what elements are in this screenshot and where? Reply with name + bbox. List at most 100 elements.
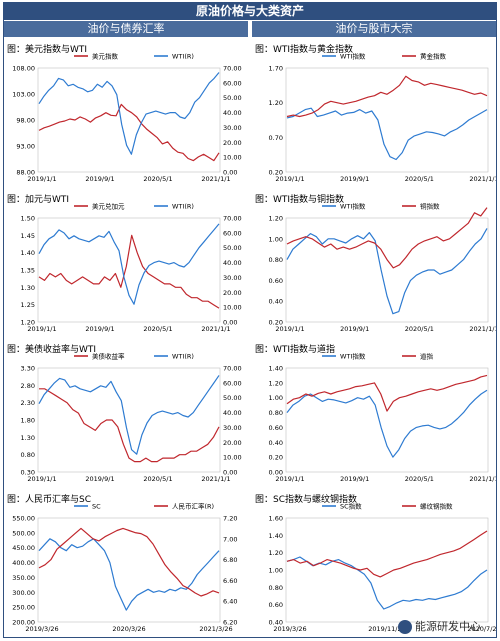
x-tick-label: 2019/9/1 <box>85 475 114 483</box>
y2-tick-label: 50.00 <box>223 94 242 102</box>
y-tick-label: 400.00 <box>12 559 35 567</box>
chart-title: 图：WTI指数与铜指数 <box>255 195 345 205</box>
x-tick-label: 2021/1/1 <box>469 325 496 333</box>
y-tick-label: 0.20 <box>269 454 283 462</box>
x-tick-label: 2021/1/1 <box>201 175 230 183</box>
x-tick-label: 2019/1/1 <box>275 325 304 333</box>
y-tick-label: 0.60 <box>269 424 283 432</box>
chart-svg: 108.00 103.00 98.00 93.00 88.00 70.00 60.00 50.… <box>12 52 242 184</box>
x-tick-label: 2019/1/1 <box>27 175 56 183</box>
y2-tick-label: 6.40 <box>223 598 237 606</box>
x-tick-label: 2021/1/1 <box>469 475 496 483</box>
y-tick-label: 1.40 <box>269 365 283 373</box>
y-tick-label: 1.80 <box>21 417 35 425</box>
y-tick-label: 1.00 <box>269 235 283 243</box>
y-tick-label: 2.30 <box>21 399 35 407</box>
y-tick-label: 0.80 <box>269 584 283 592</box>
legend-label: 道指 <box>420 352 434 361</box>
chart-title: 图：WTI指数与道指 <box>255 345 336 355</box>
y2-tick-label: 30.00 <box>223 424 242 432</box>
chart-svg: 3.30 2.80 2.30 1.80 1.30 0.80 0.30 70.00 60.00 50… <box>21 352 242 484</box>
y-tick-label: 1.20 <box>269 215 283 223</box>
y-tick-label: 0.60 <box>269 601 283 609</box>
y2-tick-label: 20.00 <box>223 289 242 297</box>
y2-tick-label: 7.00 <box>223 535 237 543</box>
x-tick-label: 2019/1/1 <box>27 325 56 333</box>
y-tick-label: 1.50 <box>21 215 35 223</box>
legend-label: WTI指数 <box>340 352 366 361</box>
y-tick-label: 0.20 <box>269 319 283 327</box>
plot-area <box>37 517 221 623</box>
legend-label: WTI(R) <box>172 203 194 211</box>
outer-frame <box>3 2 497 638</box>
legend-label: 铜指数 <box>420 202 440 211</box>
section-title-right: 油价与股市大宗 <box>252 21 496 37</box>
y-tick-label: 1.40 <box>21 249 35 257</box>
y-tick-label: 0.60 <box>269 277 283 285</box>
series-line-0 <box>38 103 220 162</box>
chart-title: 图：加元与WTI <box>7 195 70 205</box>
x-tick-label: 2020/5/1 <box>143 325 172 333</box>
legend-label: SC指数 <box>340 502 362 511</box>
series-line-1 <box>38 527 220 597</box>
chart-title: 图：美元指数与WTI <box>7 45 88 55</box>
chart-title: 图：美债收益率与WTI <box>7 345 97 355</box>
y-tick-label: 1.45 <box>21 232 35 240</box>
y2-tick-label: 60.00 <box>223 79 242 87</box>
chart-svg: 1.40 1.20 1.00 0.80 0.60 0.40 0.20 0.002019/1/1… <box>269 352 496 484</box>
series-line-0 <box>39 388 220 463</box>
y-tick-label: 108.00 <box>12 65 35 73</box>
plot-area <box>37 217 221 323</box>
x-tick-label: 2020/7/26 <box>467 625 496 633</box>
y-tick-label: 200.00 <box>12 619 35 627</box>
x-tick-label: 2019/1/1 <box>275 175 304 183</box>
y-tick-label: 1.00 <box>269 567 283 575</box>
plot-area <box>37 367 221 473</box>
y2-tick-label: 0.00 <box>223 169 237 177</box>
y-tick-label: 0.70 <box>269 134 283 142</box>
y-tick-label: 0.80 <box>269 409 283 417</box>
y-tick-label: 1.60 <box>269 515 283 523</box>
x-tick-label: 2021/1/1 <box>201 475 230 483</box>
series-line-1 <box>286 374 488 412</box>
x-tick-label: 2020/5/1 <box>405 325 434 333</box>
plot-area <box>285 217 489 323</box>
y2-tick-label: 0.00 <box>223 319 237 327</box>
y2-tick-label: 40.00 <box>223 259 242 267</box>
y-tick-label: 2.80 <box>21 382 35 390</box>
y2-tick-label: 60.00 <box>223 379 242 387</box>
y-tick-label: 1.20 <box>21 319 35 327</box>
chart-title: 图：人民币汇率与SC <box>7 495 91 505</box>
x-tick-label: 2019/1/1 <box>27 475 56 483</box>
watermark-text: 能源研发中心 <box>415 620 481 633</box>
series-line-1 <box>286 75 488 118</box>
series-line-1 <box>286 530 488 578</box>
series-line-1 <box>286 207 488 269</box>
x-tick-label: 2019/9/1 <box>340 325 369 333</box>
y-tick-label: 93.00 <box>16 143 35 151</box>
y2-tick-label: 0.00 <box>223 469 237 477</box>
x-tick-label: 2019/9/1 <box>340 475 369 483</box>
y2-tick-label: 60.00 <box>223 229 242 237</box>
series-line-0 <box>286 107 488 161</box>
legend-label: 美元指数 <box>92 52 119 61</box>
legend-label: 黄金指数 <box>420 52 447 61</box>
y2-tick-label: 50.00 <box>223 394 242 402</box>
y-tick-label: 0.20 <box>269 169 283 177</box>
y-tick-label: 1.35 <box>21 267 35 275</box>
section-title-left: 油价与债券汇率 <box>4 21 248 37</box>
x-tick-label: 2020/5/1 <box>143 175 172 183</box>
y-tick-label: 250.00 <box>12 604 35 612</box>
y-tick-label: 1.20 <box>269 99 283 107</box>
x-tick-label: 2019/3/26 <box>25 625 58 633</box>
x-tick-label: 2021/1/1 <box>469 175 496 183</box>
page-title: 原油价格与大类资产 <box>4 3 496 20</box>
y2-tick-label: 7.20 <box>223 515 237 523</box>
x-tick-label: 2019/9/1 <box>85 175 114 183</box>
y2-tick-label: 70.00 <box>223 215 242 223</box>
y-tick-label: 0.00 <box>269 469 283 477</box>
x-tick-label: 2021/3/26 <box>199 625 232 633</box>
x-tick-label: 2019/1/1 <box>275 475 304 483</box>
